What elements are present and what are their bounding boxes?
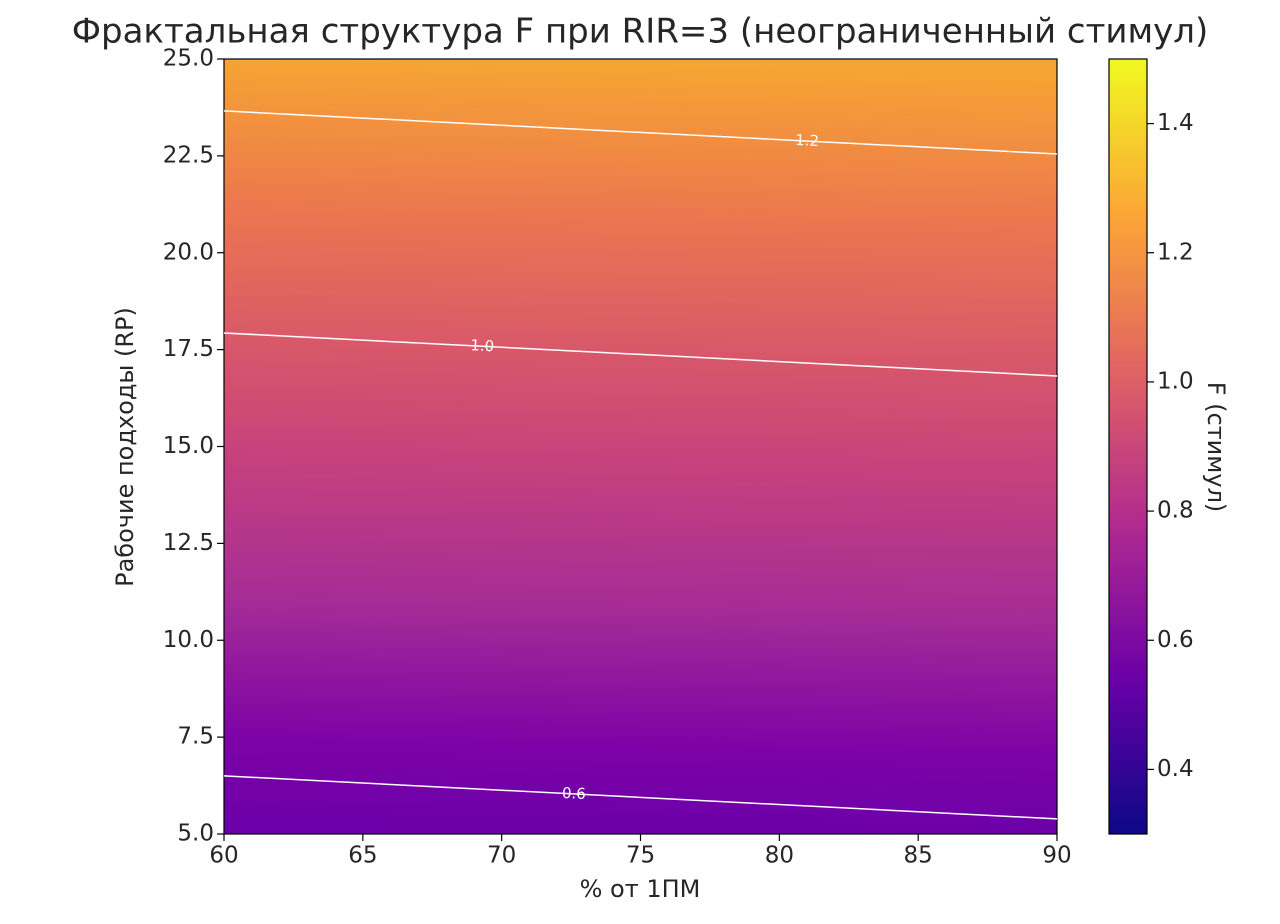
x-tick-label: 80 xyxy=(765,843,794,869)
contour-label: 1.2 xyxy=(795,131,820,150)
x-tick-label: 75 xyxy=(626,843,655,869)
x-axis-title: % от 1ПМ xyxy=(580,875,701,903)
y-tick-label: 22.5 xyxy=(163,142,214,168)
colorbar-tick-label: 0.6 xyxy=(1157,627,1194,653)
contour-label: 1.0 xyxy=(470,336,495,355)
y-axis-title: Рабочие подходы (RP) xyxy=(111,307,139,587)
y-tick-label: 10.0 xyxy=(163,627,214,653)
x-tick-label: 65 xyxy=(348,843,377,869)
x-tick-label: 90 xyxy=(1042,843,1071,869)
y-tick-label: 7.5 xyxy=(177,724,214,750)
colorbar-tick-label: 0.4 xyxy=(1157,756,1194,782)
x-tick-label: 85 xyxy=(904,843,933,869)
contour-line xyxy=(223,110,1058,155)
contour-line xyxy=(223,775,1058,820)
colorbar xyxy=(1108,58,1148,835)
x-tick-label: 70 xyxy=(487,843,516,869)
y-tick-label: 5.0 xyxy=(177,821,214,847)
y-tick-label: 20.0 xyxy=(163,239,214,265)
contour-label: 0.6 xyxy=(562,784,587,803)
colorbar-title: F (стимул) xyxy=(1202,382,1230,513)
y-tick-label: 25.0 xyxy=(163,46,214,72)
heatmap-field xyxy=(224,59,1057,834)
y-tick-label: 15.0 xyxy=(163,433,214,459)
colorbar-tick-label: 0.8 xyxy=(1157,498,1194,524)
chart-title: Фрактальная структура F при RIR=3 (неогр… xyxy=(72,12,1209,52)
y-tick-label: 17.5 xyxy=(163,336,214,362)
y-tick-label: 12.5 xyxy=(163,530,214,556)
contour-line xyxy=(223,332,1058,377)
x-tick-label: 60 xyxy=(209,843,238,869)
colorbar-tick-label: 1.0 xyxy=(1157,368,1194,394)
colorbar-tick-label: 1.2 xyxy=(1157,239,1194,265)
colorbar-tick-label: 1.4 xyxy=(1157,110,1194,136)
